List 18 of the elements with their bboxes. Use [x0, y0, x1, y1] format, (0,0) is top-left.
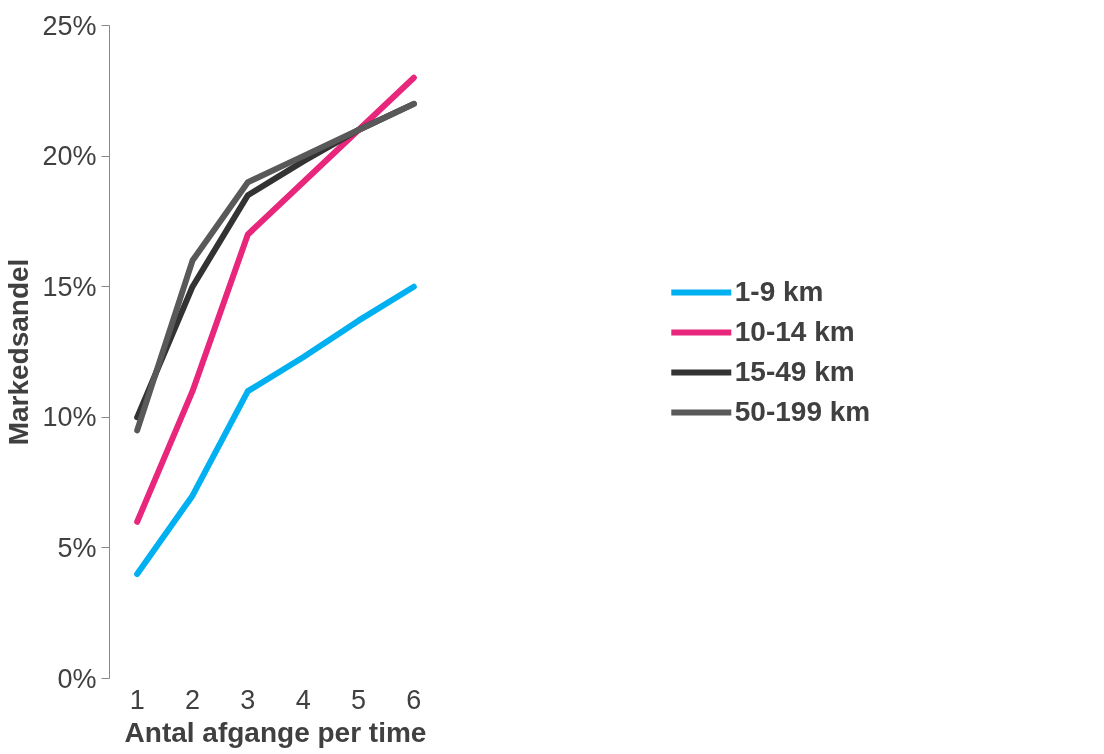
x-tick-label: 3 [240, 684, 256, 715]
x-tick-label: 1 [129, 684, 145, 715]
y-tick-label: 0% [57, 663, 97, 694]
legend-label: 1-9 km [734, 275, 824, 308]
y-tick-label: 10% [42, 402, 97, 433]
y-tick-label: 20% [42, 141, 97, 172]
legend-label: 50-199 km [734, 395, 871, 428]
legend-label: 15-49 km [734, 355, 855, 388]
y-tick-label: 25% [42, 10, 97, 41]
x-tick-label: 6 [406, 684, 422, 715]
x-tick-label: 2 [184, 684, 201, 715]
y-tick-label: 5% [57, 532, 97, 563]
y-axis-title: Markedsandel [3, 258, 35, 446]
x-axis-title: Antal afgange per time [124, 716, 427, 748]
y-tick-label: 15% [42, 271, 97, 302]
x-tick-label: 5 [350, 684, 367, 715]
legend-label: 10-14 km [734, 315, 855, 348]
x-tick-label: 4 [295, 684, 311, 715]
